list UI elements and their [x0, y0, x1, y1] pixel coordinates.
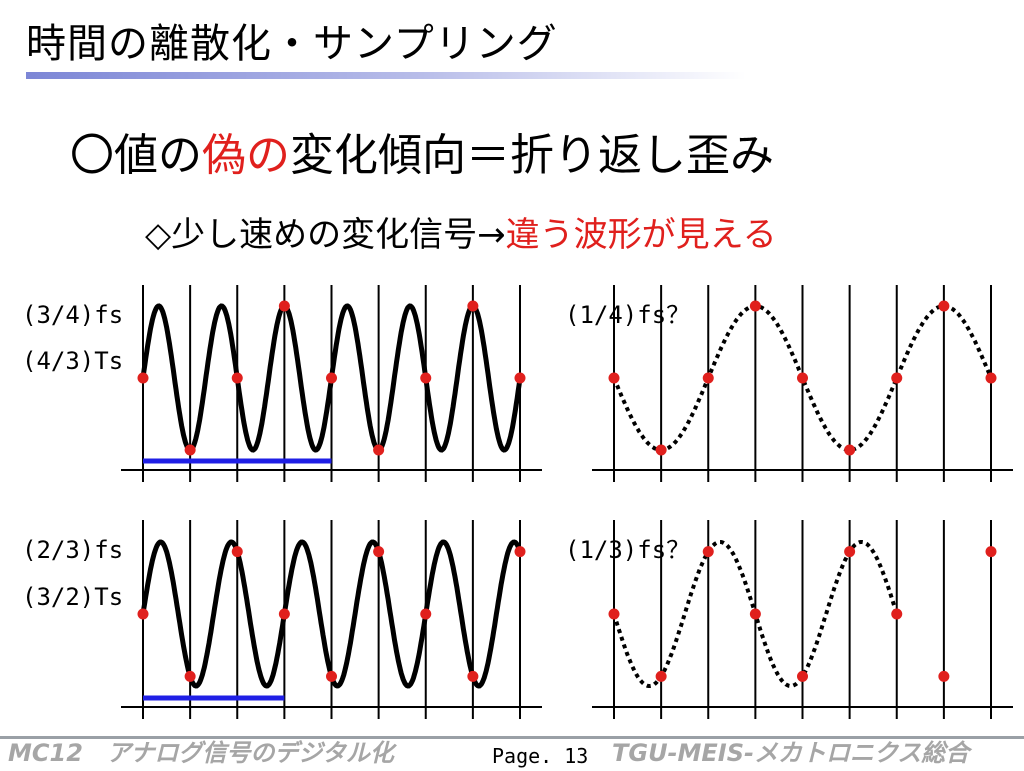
headline-part2: 変化傾向＝折り返し歪み	[290, 130, 774, 181]
sample-point-bottom-left	[326, 670, 337, 682]
sample-point-bottom-right	[749, 608, 761, 620]
bullet-point: ◇少し速めの変化信号→違う波形が見える	[145, 213, 777, 257]
sample-point-top-left	[231, 372, 243, 384]
sample-point-bottom-left	[514, 546, 526, 558]
sample-point-top-right	[749, 300, 761, 312]
sample-point-top-left	[184, 444, 196, 456]
sample-point-bottom-left	[231, 546, 243, 558]
sample-point-bottom-right	[797, 670, 808, 682]
label-top-period: (4/3)Ts	[22, 347, 124, 375]
label-top-alias: (1/4)fs？	[565, 301, 691, 329]
sample-point-top-left	[373, 444, 385, 456]
sample-point-bottom-left	[373, 546, 385, 558]
headline: 〇値の偽の変化傾向＝折り返し歪み	[70, 128, 774, 184]
sample-point-top-right	[608, 372, 620, 384]
sample-point-bottom-left	[137, 608, 149, 620]
label-bottom-period: (3/2)Ts	[22, 583, 124, 611]
footer-page-number: Page. 13	[492, 744, 589, 768]
sample-point-top-right	[938, 300, 950, 312]
sample-point-top-left	[420, 372, 432, 384]
sample-point-bottom-right	[985, 546, 997, 558]
label-bottom-alias: (1/3)fs？	[565, 536, 691, 564]
sample-point-top-right	[985, 372, 997, 384]
label-top-frequency: (3/4)fs	[22, 301, 124, 329]
sample-point-top-right	[797, 372, 808, 384]
sample-point-top-left	[278, 300, 290, 312]
sample-point-top-right	[844, 444, 856, 456]
title-underline	[26, 72, 746, 79]
sample-point-top-left	[467, 300, 479, 312]
sample-point-top-right	[655, 444, 667, 456]
sample-point-bottom-right	[655, 670, 667, 682]
sample-point-bottom-left	[184, 670, 196, 682]
bullet-text: ◇少し速めの変化信号→	[145, 215, 506, 255]
sample-point-top-right	[891, 372, 903, 384]
sample-point-bottom-left	[278, 608, 290, 620]
sample-point-top-left	[514, 372, 526, 384]
sample-point-top-left	[326, 372, 337, 384]
footer-rule	[0, 736, 1024, 739]
sample-point-top-right	[702, 372, 714, 384]
label-bottom-frequency: (2/3)fs	[22, 536, 124, 564]
sample-point-bottom-right	[891, 608, 903, 620]
sample-point-bottom-right	[844, 546, 856, 558]
sample-point-top-left	[137, 372, 149, 384]
sample-point-bottom-right	[608, 608, 620, 620]
headline-emphasis: 偽の	[202, 130, 290, 181]
sample-point-bottom-left	[420, 608, 432, 620]
slide-title: 時間の離散化・サンプリング	[26, 21, 558, 67]
headline-part1: 〇値の	[70, 130, 202, 181]
footer-org: TGU-MEIS-メカトロニクス総合	[612, 739, 970, 767]
sample-point-bottom-right	[938, 670, 950, 682]
footer-course: MC12 アナログ信号のデジタル化	[8, 739, 394, 767]
bullet-emphasis: 違う波形が見える	[505, 215, 777, 255]
sample-point-bottom-left	[467, 670, 479, 682]
sample-point-bottom-right	[702, 546, 714, 558]
